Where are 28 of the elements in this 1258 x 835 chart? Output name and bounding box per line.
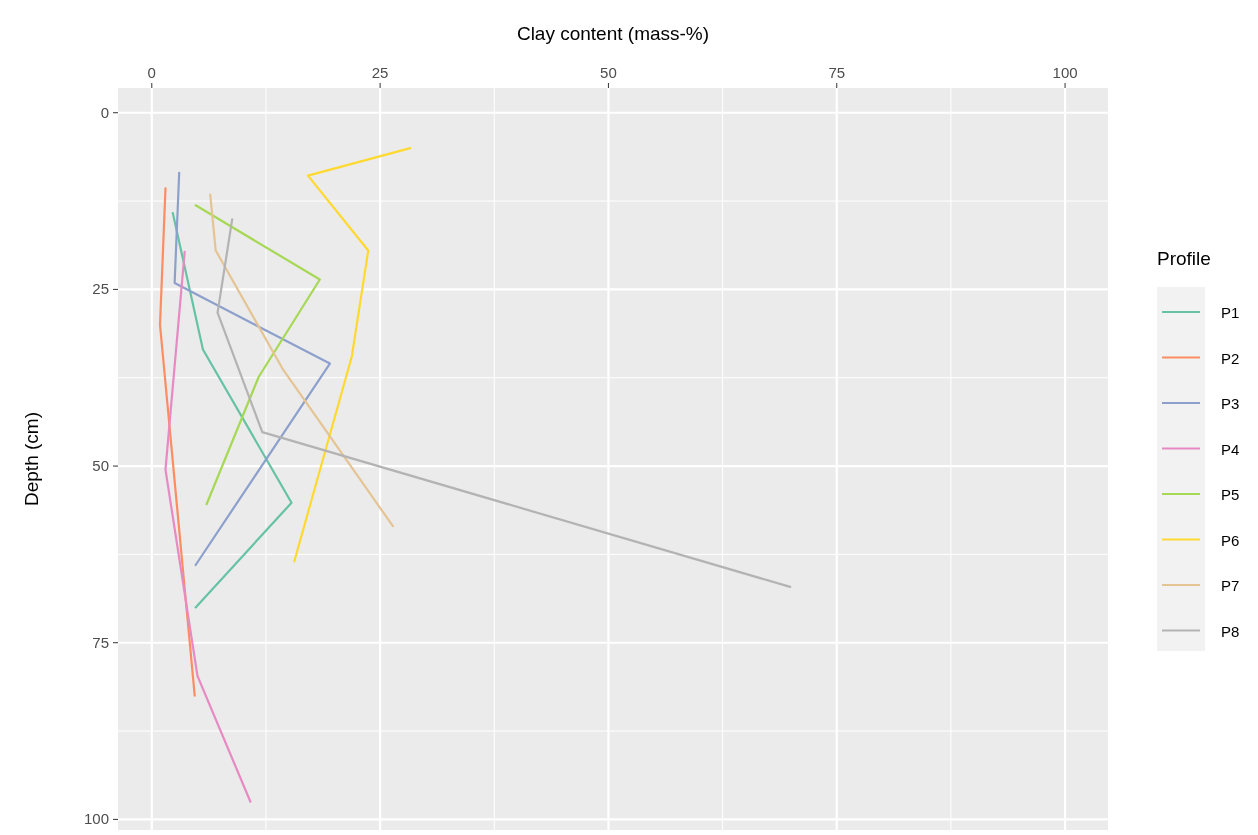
legend-label: P6 bbox=[1221, 531, 1240, 549]
x-tick-label: 25 bbox=[371, 64, 389, 81]
y-tick-label: 100 bbox=[83, 810, 109, 828]
line-series bbox=[194, 204, 321, 506]
x-tick-label: 50 bbox=[600, 64, 617, 81]
line-series bbox=[216, 218, 792, 589]
y-tick-label: 0 bbox=[100, 103, 109, 121]
legend-label: P4 bbox=[1221, 440, 1240, 458]
x-tick-label: 75 bbox=[828, 64, 846, 81]
line-series bbox=[209, 193, 394, 528]
legend-label: P3 bbox=[1221, 395, 1240, 412]
legend-label: P5 bbox=[1221, 486, 1240, 503]
legend-label: P1 bbox=[1221, 304, 1240, 321]
y-tick-label: 50 bbox=[92, 457, 109, 475]
line-series bbox=[171, 211, 293, 609]
legend-label: P2 bbox=[1221, 349, 1240, 367]
x-tick-label: 0 bbox=[147, 64, 156, 81]
legend-label: P7 bbox=[1221, 577, 1240, 594]
legend-title: Profile bbox=[1157, 248, 1211, 269]
line-series bbox=[293, 146, 412, 563]
line-series bbox=[173, 171, 331, 567]
line-series bbox=[164, 250, 252, 803]
x-axis-title: Clay content (mass-%) bbox=[516, 23, 710, 44]
legend-label: P8 bbox=[1221, 622, 1240, 640]
x-tick-label: 100 bbox=[1052, 64, 1078, 81]
y-tick-label: 75 bbox=[92, 633, 109, 651]
y-tick-label: 25 bbox=[92, 280, 109, 298]
y-axis-title: Depth (cm) bbox=[21, 412, 42, 506]
